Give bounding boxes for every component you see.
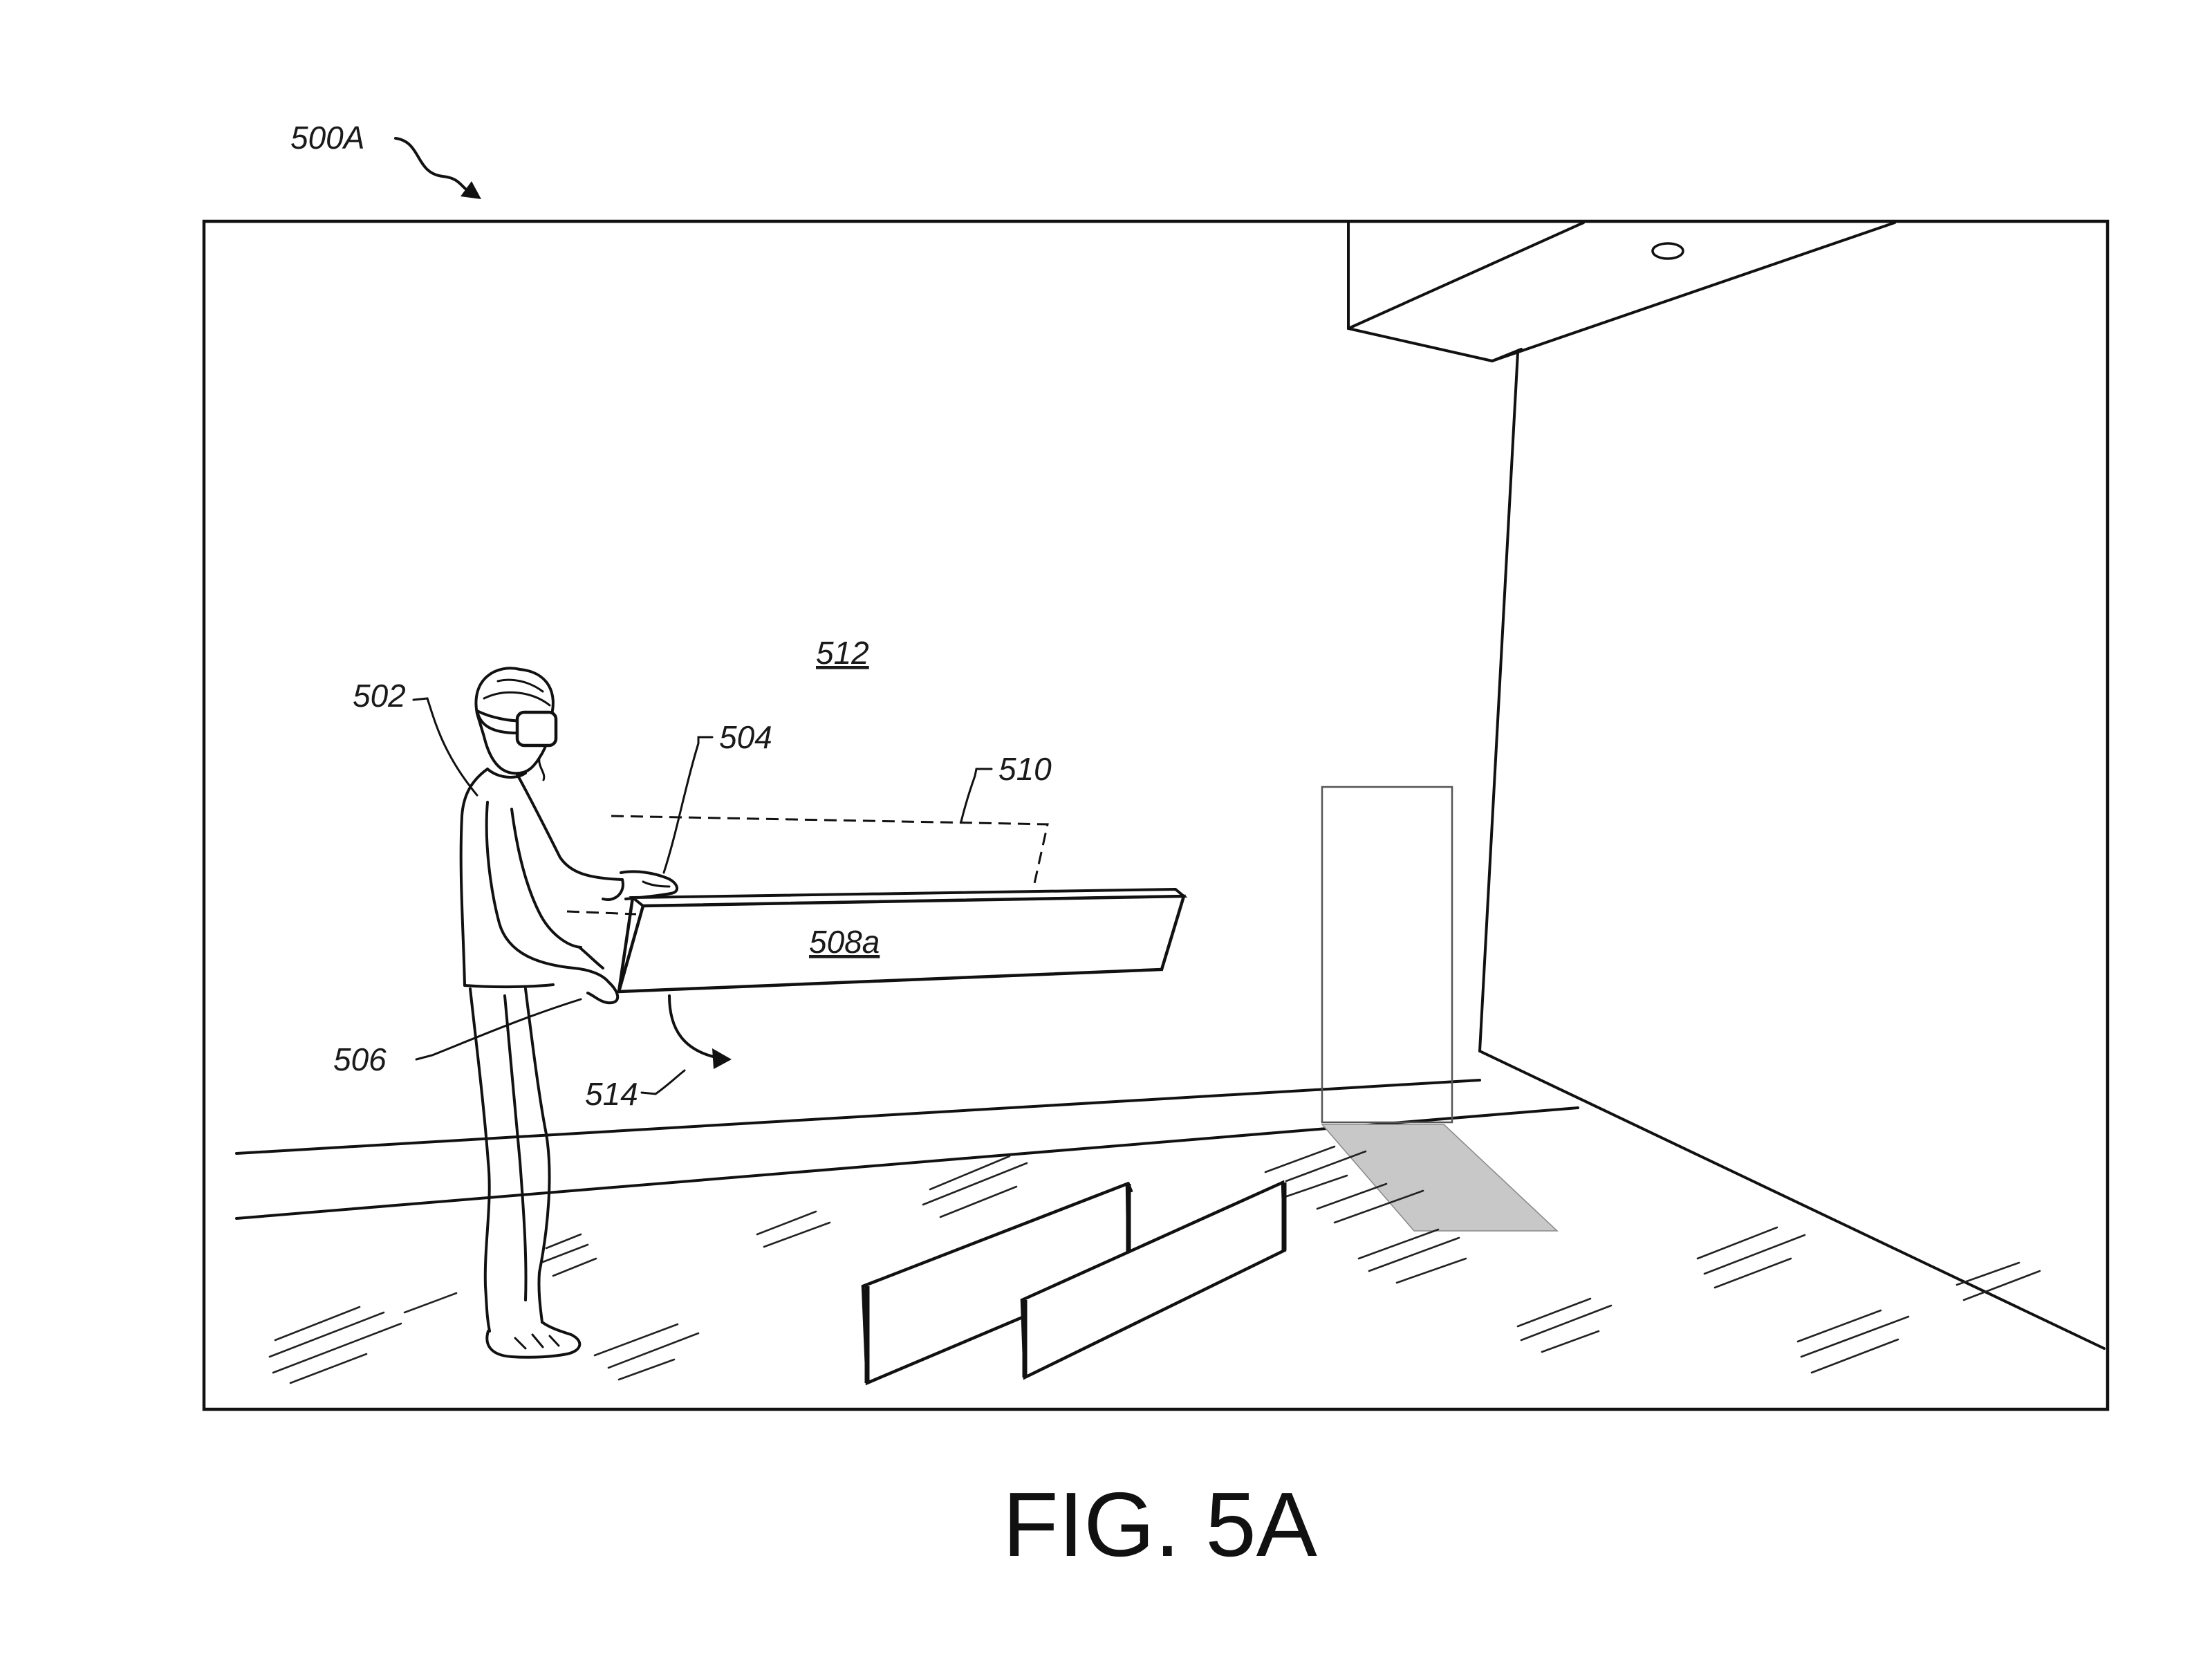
doorway bbox=[1322, 787, 1557, 1231]
ceiling-soffit bbox=[1348, 223, 1895, 361]
held-board bbox=[619, 889, 1184, 992]
label-514: 514 bbox=[585, 1076, 638, 1112]
room-walls bbox=[236, 353, 2104, 1348]
label-512: 512 bbox=[816, 635, 869, 671]
scene-frame bbox=[204, 221, 2108, 1409]
ceiling-light-icon bbox=[1653, 243, 1683, 259]
ref-arrowhead bbox=[461, 181, 481, 199]
curved-arrow-icon bbox=[669, 996, 732, 1069]
label-504: 504 bbox=[719, 719, 772, 755]
user-figure bbox=[461, 668, 677, 1357]
label-506: 506 bbox=[333, 1041, 387, 1077]
label-510: 510 bbox=[998, 751, 1052, 787]
label-502: 502 bbox=[353, 678, 406, 714]
figure-caption: FIG. 5A bbox=[1003, 1474, 1317, 1575]
label-500A: 500A bbox=[290, 120, 364, 156]
vr-headset-icon bbox=[477, 711, 556, 745]
label-508a: 508a bbox=[809, 924, 880, 960]
ref-leader bbox=[396, 138, 477, 195]
